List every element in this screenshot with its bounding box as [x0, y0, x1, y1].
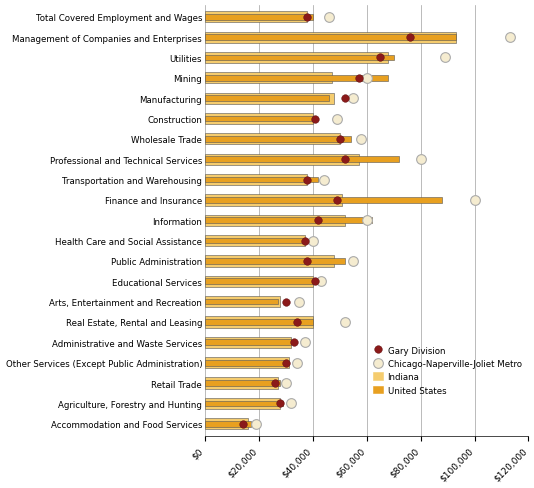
Bar [205, 381, 280, 386]
Bar [205, 340, 291, 346]
Bar [205, 56, 394, 61]
Bar [205, 93, 334, 104]
Bar [205, 256, 334, 267]
Bar [205, 134, 340, 145]
Bar [205, 279, 321, 285]
Bar [205, 195, 342, 206]
Bar [205, 177, 318, 183]
Bar [205, 421, 251, 427]
Bar [205, 398, 280, 409]
Bar [205, 215, 345, 226]
Bar [205, 35, 456, 41]
Bar [205, 360, 286, 366]
Bar [205, 15, 313, 20]
Bar [205, 337, 291, 348]
Bar [205, 418, 248, 429]
Bar [205, 154, 359, 165]
Bar [205, 117, 316, 122]
Bar [205, 12, 308, 23]
Bar [205, 259, 345, 264]
Bar [205, 378, 278, 389]
Bar [205, 73, 332, 84]
Bar [205, 218, 372, 224]
Bar [205, 317, 313, 328]
Bar [205, 32, 456, 43]
Bar [205, 76, 388, 81]
Bar [205, 157, 399, 163]
Bar [205, 401, 283, 407]
Bar [205, 175, 308, 186]
Bar [205, 96, 329, 102]
Bar [205, 236, 305, 247]
Bar [205, 53, 388, 64]
Bar [205, 296, 280, 307]
Bar [205, 276, 313, 287]
Bar [205, 137, 350, 142]
Bar [205, 238, 305, 244]
Bar [205, 357, 288, 368]
Bar [205, 299, 278, 305]
Bar [205, 320, 313, 325]
Bar [205, 198, 442, 203]
Bar [205, 114, 313, 125]
Legend: Gary Division, Chicago-Naperville-Joliet Metro, Indiana, United States: Gary Division, Chicago-Naperville-Joliet… [371, 344, 524, 397]
